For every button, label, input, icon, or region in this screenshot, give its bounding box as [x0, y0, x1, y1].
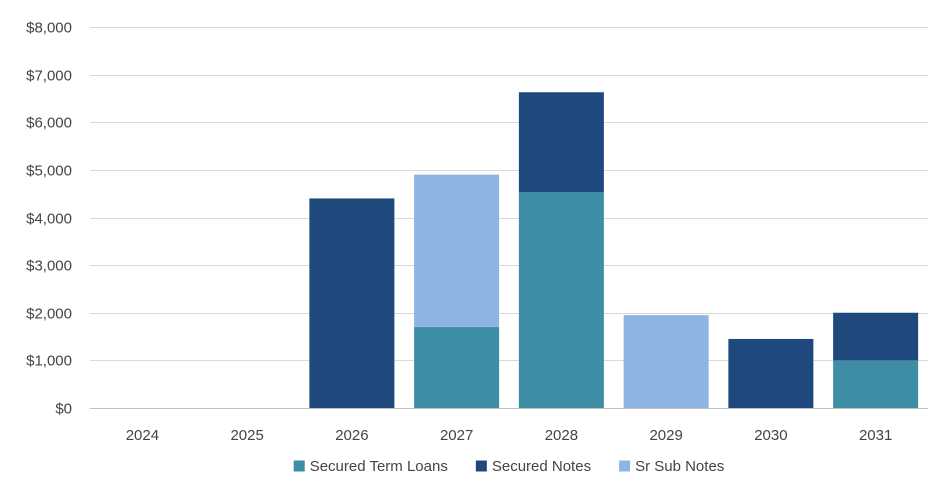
bar-secured-term-loans-2027	[414, 327, 500, 408]
legend-swatch	[619, 460, 631, 472]
legend-label: Secured Term Loans	[310, 458, 448, 475]
legend-swatch	[293, 460, 305, 472]
x-tick-label: 2026	[335, 427, 368, 444]
bar-sr-sub-notes-2027	[414, 174, 500, 328]
y-tick-label: $6,000	[26, 115, 72, 132]
x-tick-label: 2027	[440, 427, 473, 444]
x-axis-tick-labels: 2024 2025 2026 2027 2028 2029 2030 2031	[126, 427, 893, 444]
y-tick-label: $8,000	[26, 20, 72, 37]
y-tick-label: $3,000	[26, 258, 72, 275]
x-tick-label: 2030	[754, 427, 787, 444]
bar-secured-term-loans-2031	[833, 360, 919, 408]
bars	[309, 92, 919, 408]
bar-secured-notes-2028	[518, 92, 604, 193]
legend: Secured Term Loans Secured Notes Sr Sub No…	[293, 458, 724, 475]
x-tick-label: 2029	[649, 427, 682, 444]
y-tick-label: $1,000	[26, 353, 72, 370]
bar-secured-notes-2026	[309, 198, 395, 408]
bar-secured-notes-2030	[728, 338, 814, 408]
legend-swatch	[475, 460, 487, 472]
x-tick-label: 2031	[859, 427, 892, 444]
y-axis-tick-labels: $0 $1,000 $2,000 $3,000 $4,000 $5,000 $6,000 $7…	[26, 20, 72, 418]
y-tick-label: $2,000	[26, 306, 72, 323]
gridlines	[90, 27, 928, 409]
legend-label: Sr Sub Notes	[635, 458, 724, 475]
x-tick-label: 2024	[126, 427, 159, 444]
bar-sr-sub-notes-2029	[623, 315, 709, 408]
x-tick-label: 2028	[545, 427, 578, 444]
legend-label: Secured Notes	[492, 458, 591, 475]
x-tick-label: 2025	[230, 427, 263, 444]
y-tick-label: $7,000	[26, 68, 72, 85]
y-tick-label: $0	[55, 401, 72, 418]
bar-secured-term-loans-2028	[518, 192, 604, 408]
y-tick-label: $5,000	[26, 163, 72, 180]
y-tick-label: $4,000	[26, 211, 72, 228]
bar-secured-notes-2031	[833, 312, 919, 361]
